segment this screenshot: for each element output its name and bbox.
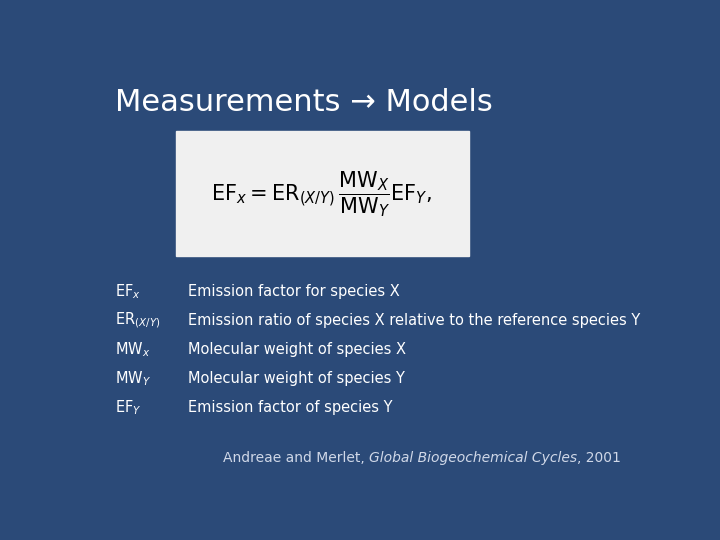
Text: $\mathrm{MW}_{x}$: $\mathrm{MW}_{x}$ [115,340,150,359]
Text: $\mathrm{EF}_{x}$: $\mathrm{EF}_{x}$ [115,282,141,301]
Text: Andreae and Merlet,: Andreae and Merlet, [223,451,369,465]
Text: Emission factor of species Y: Emission factor of species Y [188,400,392,415]
Text: Measurements → Models: Measurements → Models [115,87,493,117]
Text: Emission factor for species X: Emission factor for species X [188,284,400,299]
FancyBboxPatch shape [176,131,469,256]
Text: Molecular weight of species X: Molecular weight of species X [188,342,405,357]
Text: $\mathrm{EF}_{x} = \mathrm{ER}_{(X/Y)}\,\dfrac{\mathrm{MW}_{X}}{\mathrm{MW}_{Y}}: $\mathrm{EF}_{x} = \mathrm{ER}_{(X/Y)}\,… [211,169,432,219]
Text: $\mathrm{ER}_{(X/Y)}$: $\mathrm{ER}_{(X/Y)}$ [115,310,161,330]
Text: $\mathrm{MW}_{Y}$: $\mathrm{MW}_{Y}$ [115,369,151,388]
Text: Emission ratio of species X relative to the reference species Y: Emission ratio of species X relative to … [188,313,640,328]
Text: , 2001: , 2001 [577,451,621,465]
Text: $\mathrm{EF}_{Y}$: $\mathrm{EF}_{Y}$ [115,399,142,417]
Text: Molecular weight of species Y: Molecular weight of species Y [188,371,405,386]
Text: Global Biogeochemical Cycles: Global Biogeochemical Cycles [369,451,577,465]
